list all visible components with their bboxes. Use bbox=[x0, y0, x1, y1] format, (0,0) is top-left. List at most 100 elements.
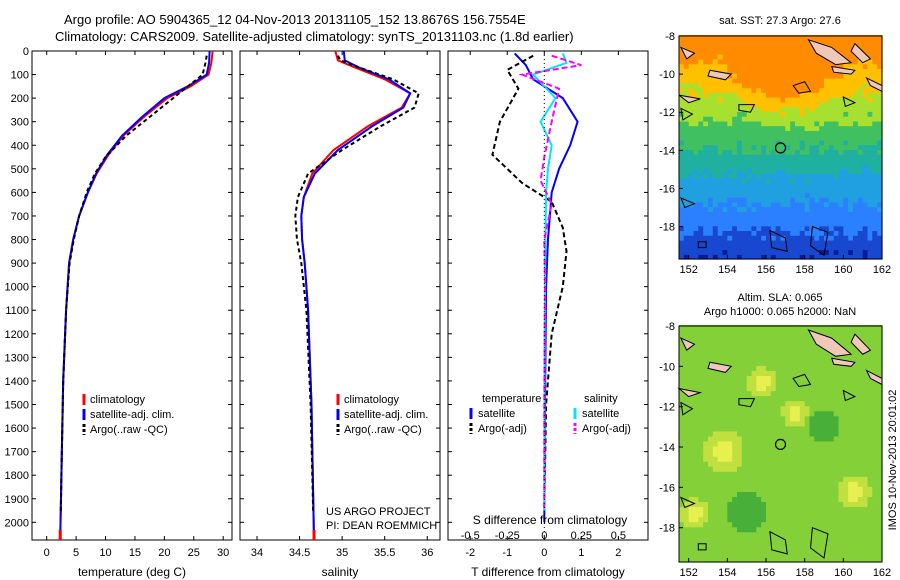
map-cell bbox=[698, 120, 704, 127]
map-cell bbox=[795, 178, 801, 184]
map-cell bbox=[809, 87, 815, 93]
map-cell bbox=[809, 120, 815, 127]
island-shape bbox=[678, 94, 701, 104]
map-cell bbox=[872, 54, 878, 60]
map-cell bbox=[761, 385, 767, 392]
map-cell bbox=[688, 244, 695, 251]
map-cell bbox=[819, 526, 825, 533]
map-cell bbox=[737, 144, 743, 150]
map-cell bbox=[766, 178, 772, 184]
map-cell bbox=[688, 375, 695, 381]
map-cell bbox=[877, 139, 883, 146]
map-cell bbox=[703, 163, 709, 170]
map-cell bbox=[712, 116, 719, 122]
map-cell bbox=[688, 144, 695, 150]
map-cell bbox=[867, 125, 873, 131]
map-cell bbox=[688, 149, 695, 155]
map-cell bbox=[708, 451, 714, 457]
map-cell bbox=[693, 139, 699, 146]
map-cell bbox=[848, 325, 854, 331]
map-cell bbox=[708, 466, 714, 472]
map-cell bbox=[867, 97, 873, 103]
map-cell bbox=[693, 531, 699, 538]
map-cell bbox=[775, 77, 782, 84]
map-cell bbox=[790, 49, 796, 55]
map-cell bbox=[843, 471, 849, 477]
map-cell bbox=[824, 135, 830, 141]
map-cell bbox=[703, 551, 709, 558]
map-cell bbox=[833, 506, 840, 513]
map-cell bbox=[838, 405, 844, 412]
map-cell bbox=[833, 471, 840, 477]
reef-contour bbox=[809, 225, 829, 257]
map-cell bbox=[824, 111, 830, 117]
map-cell bbox=[741, 345, 748, 351]
map-cell bbox=[824, 220, 830, 227]
map-cell bbox=[751, 39, 757, 46]
map-cell bbox=[722, 101, 728, 108]
map-cell bbox=[814, 197, 820, 203]
map-cell bbox=[775, 116, 782, 122]
map-cell bbox=[785, 139, 791, 146]
map-cell bbox=[683, 254, 690, 260]
map-cell bbox=[717, 168, 724, 174]
map-cell bbox=[867, 446, 873, 452]
map-cell bbox=[872, 244, 878, 251]
map-cell bbox=[693, 77, 699, 84]
map-cell bbox=[770, 531, 777, 538]
map-cell bbox=[809, 49, 815, 55]
map-cell bbox=[838, 420, 844, 427]
map-cell bbox=[843, 206, 849, 212]
map-cell bbox=[780, 135, 786, 141]
map-cell bbox=[780, 35, 786, 41]
map-cell bbox=[872, 355, 878, 361]
map-cell bbox=[717, 220, 724, 227]
map-cell bbox=[732, 82, 738, 89]
map-cell bbox=[795, 486, 801, 492]
map-cell bbox=[872, 106, 878, 112]
map-cell bbox=[703, 149, 709, 155]
map-cell bbox=[756, 420, 762, 427]
map-cell bbox=[683, 192, 690, 198]
map-cell bbox=[703, 425, 709, 432]
map-cell bbox=[679, 390, 685, 397]
reef-contour bbox=[679, 197, 696, 209]
map-cell bbox=[756, 410, 762, 417]
map-cell bbox=[712, 451, 719, 457]
map-cell bbox=[809, 345, 815, 351]
map-cell bbox=[679, 144, 685, 150]
map-cell bbox=[770, 350, 777, 356]
map-cell bbox=[756, 380, 762, 387]
map-cell bbox=[746, 501, 753, 508]
map-cell bbox=[804, 178, 811, 184]
map-cell bbox=[862, 201, 869, 208]
map-cell bbox=[703, 360, 709, 366]
map-cell bbox=[843, 154, 849, 160]
map-cell bbox=[804, 461, 811, 467]
map-cell bbox=[703, 49, 709, 55]
map-cell bbox=[698, 511, 704, 518]
map-cell bbox=[853, 116, 859, 122]
map-cell bbox=[712, 390, 719, 397]
map-cell bbox=[693, 521, 699, 528]
legend-title: temperature bbox=[482, 393, 541, 405]
map-cell bbox=[751, 526, 757, 533]
map-cell bbox=[799, 144, 806, 150]
map-cell bbox=[780, 496, 786, 502]
map-cell bbox=[809, 192, 815, 198]
map-cell bbox=[683, 220, 690, 227]
map-cell bbox=[824, 87, 830, 93]
map-cell bbox=[693, 551, 699, 558]
map-cell bbox=[693, 87, 699, 93]
map-cell bbox=[746, 430, 753, 437]
map-cell bbox=[785, 97, 791, 103]
map-cell bbox=[799, 415, 806, 422]
map-cell bbox=[751, 120, 757, 127]
map-cell bbox=[804, 420, 811, 427]
map-cell bbox=[746, 350, 753, 356]
map-cell bbox=[795, 187, 801, 193]
map-cell bbox=[833, 385, 840, 392]
map-cell bbox=[828, 541, 835, 548]
map-cell bbox=[780, 340, 786, 346]
map-cell bbox=[775, 355, 782, 361]
